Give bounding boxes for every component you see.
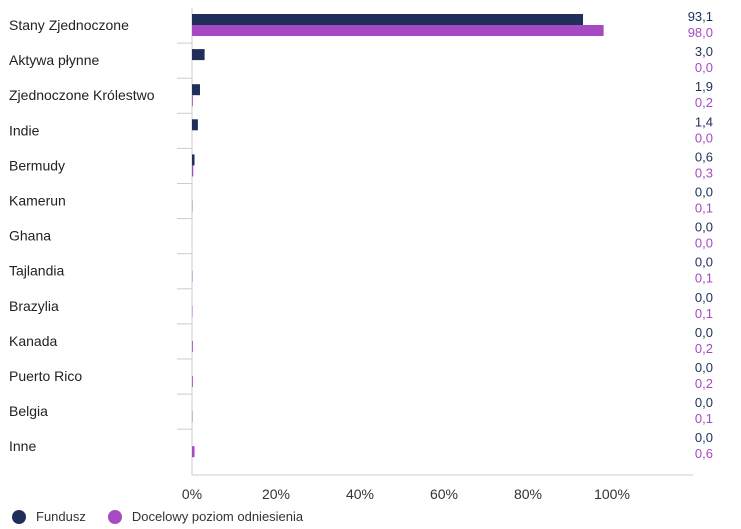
category-label: Stany Zjednoczone: [9, 17, 129, 33]
value-label-fundusz: 0,0: [695, 255, 713, 270]
category-label: Ghana: [9, 228, 51, 244]
value-label-fundusz: 0,0: [695, 290, 713, 305]
bar-fundusz: [192, 49, 205, 61]
category-label: Puerto Rico: [9, 368, 82, 384]
value-label-benchmark: 0,2: [695, 376, 713, 391]
bar-fundusz: [192, 14, 584, 25]
legend-label-fundusz: Fundusz: [36, 509, 86, 524]
x-tick-label: 60%: [430, 486, 458, 500]
value-label-fundusz: 3,0: [695, 44, 713, 59]
legend: Fundusz Docelowy poziom odniesienia: [12, 509, 325, 524]
value-label-benchmark: 0,0: [695, 130, 713, 145]
legend-item-benchmark: Docelowy poziom odniesienia: [107, 509, 304, 524]
bar-chart: Stany Zjednoczone 93,198,0 Aktywa płynne 3,…: [9, 8, 713, 500]
category-label: Inne: [9, 438, 36, 454]
category-label: Kamerun: [9, 193, 66, 209]
category-label: Tajlandia: [9, 263, 64, 279]
bar-benchmark: [192, 165, 194, 177]
value-label-benchmark: 0,6: [695, 446, 713, 461]
x-tick-label: 0%: [182, 486, 202, 500]
value-label-benchmark: 0,2: [695, 341, 713, 356]
category-label: Aktywa płynne: [9, 52, 99, 68]
value-label-fundusz: 0,0: [695, 185, 713, 200]
value-label-benchmark: 0,1: [695, 306, 713, 321]
category-label: Brazylia: [9, 298, 59, 314]
value-label-benchmark: 0,3: [695, 165, 713, 180]
bar-benchmark: [192, 25, 604, 36]
value-label-benchmark: 0,0: [695, 60, 713, 75]
value-label-benchmark: 0,0: [695, 236, 713, 251]
bar-benchmark: [192, 446, 195, 458]
value-label-fundusz: 0,0: [695, 325, 713, 340]
bar-fundusz: [192, 154, 195, 166]
value-label-fundusz: 0,0: [695, 430, 713, 445]
legend-label-benchmark: Docelowy poziom odniesienia: [131, 509, 304, 524]
value-label-benchmark: 0,1: [695, 411, 713, 426]
bar-benchmark: [192, 340, 193, 352]
value-label-fundusz: 1,4: [695, 114, 713, 129]
category-label: Indie: [9, 122, 40, 138]
bar-fundusz: [192, 84, 200, 96]
value-label-benchmark: 0,1: [695, 201, 713, 216]
value-label-fundusz: 0,6: [695, 149, 713, 164]
category-label: Zjednoczone Królestwo: [9, 87, 155, 103]
value-label-fundusz: 0,0: [695, 360, 713, 375]
value-label-benchmark: 0,1: [695, 271, 713, 286]
x-tick-label: 20%: [262, 486, 290, 500]
legend-item-fundusz: Fundusz: [12, 509, 86, 524]
value-label-benchmark: 98,0: [688, 25, 713, 40]
bar-benchmark: [192, 95, 193, 107]
bar-fundusz: [192, 119, 198, 131]
category-label: Kanada: [9, 333, 57, 349]
category-label: Bermudy: [9, 157, 65, 173]
x-tick-label: 100%: [594, 486, 630, 500]
value-label-fundusz: 1,9: [695, 79, 713, 94]
bar-benchmark: [192, 376, 193, 387]
value-label-benchmark: 0,2: [695, 95, 713, 110]
legend-swatch-benchmark: [107, 509, 122, 524]
x-tick-label: 80%: [514, 486, 542, 500]
value-label-fundusz: 0,0: [695, 220, 713, 235]
x-tick-label: 40%: [346, 486, 374, 500]
legend-swatch-fundusz: [12, 509, 26, 524]
category-label: Belgia: [9, 403, 48, 419]
value-label-fundusz: 0,0: [695, 395, 713, 410]
value-label-fundusz: 93,1: [688, 9, 713, 24]
